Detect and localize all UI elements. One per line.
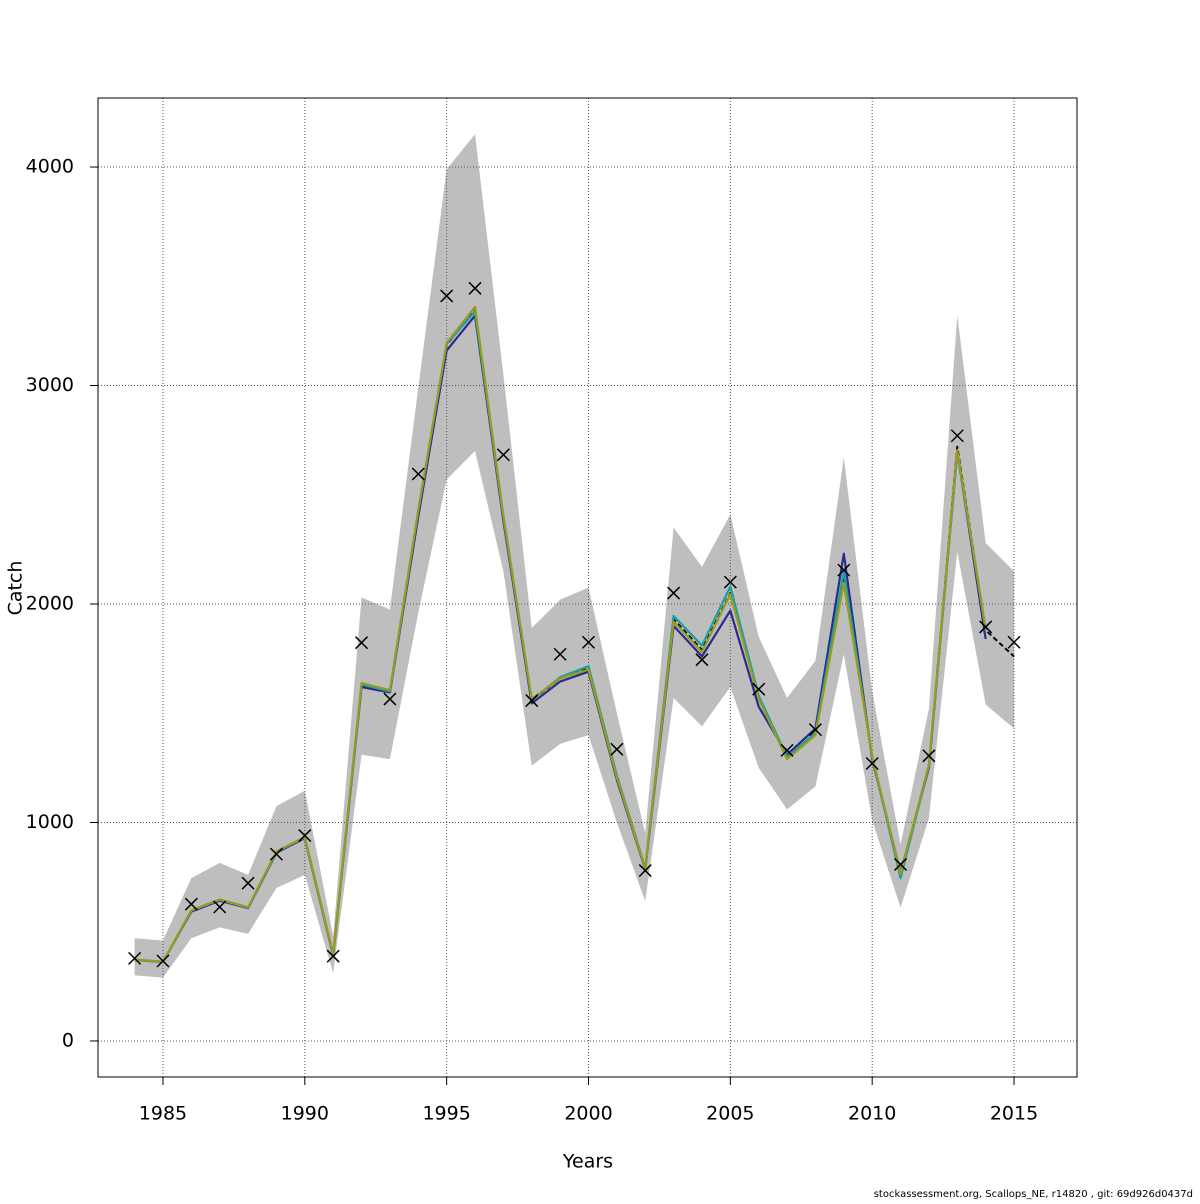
x-tick-label: 1990 — [281, 1103, 329, 1125]
observed-point — [553, 647, 567, 661]
observed-point — [610, 742, 624, 756]
observed-point — [468, 281, 482, 295]
observed-point — [496, 448, 510, 462]
observed-point — [213, 900, 227, 914]
observed-point — [355, 636, 369, 650]
observed-point — [667, 586, 681, 600]
x-tick-label: 2015 — [990, 1103, 1038, 1125]
observed-point — [1007, 635, 1021, 649]
observed-point — [440, 289, 454, 303]
observed-point — [723, 575, 737, 589]
plot-frame — [97, 97, 1078, 1078]
observed-point — [780, 743, 794, 757]
observed-point — [752, 682, 766, 696]
x-tick-label: 2005 — [706, 1103, 754, 1125]
observed-point — [865, 756, 879, 771]
observed-point — [298, 829, 312, 843]
observed-point — [326, 949, 340, 963]
x-tick-label: 2000 — [564, 1103, 612, 1125]
x-tick-label: 1985 — [139, 1103, 187, 1125]
observed-point — [525, 694, 539, 708]
series-line — [134, 305, 987, 963]
observed-point — [638, 864, 652, 878]
observed-point — [241, 876, 255, 890]
observed-point — [383, 692, 397, 706]
y-tick-label: 0 — [62, 1029, 74, 1051]
observed-point — [808, 723, 822, 737]
observed-point — [128, 951, 142, 965]
observed-point — [156, 954, 170, 968]
y-tick-label: 1000 — [26, 811, 74, 833]
observed-point — [184, 897, 198, 911]
observed-point — [695, 653, 709, 667]
observed-point — [581, 635, 596, 649]
observed-point — [411, 467, 425, 481]
y-tick-label: 4000 — [26, 156, 74, 178]
y-tick-label: 3000 — [26, 374, 74, 396]
x-tick-label: 2010 — [848, 1103, 896, 1125]
observed-point — [837, 563, 851, 577]
observed-point — [979, 620, 993, 634]
x-axis-label: Years — [562, 1151, 613, 1173]
y-tick-label: 2000 — [26, 592, 74, 614]
x-tick-label: 1995 — [422, 1103, 470, 1125]
observed-point — [269, 847, 283, 861]
footer: stockassessment.org, Scallops_NE, r14820… — [874, 1189, 1193, 1200]
observed-point — [950, 429, 964, 443]
observed-point — [922, 749, 936, 763]
confidence-band — [134, 134, 1015, 978]
observed-point — [894, 857, 908, 871]
y-axis-label: Catch — [5, 561, 27, 616]
